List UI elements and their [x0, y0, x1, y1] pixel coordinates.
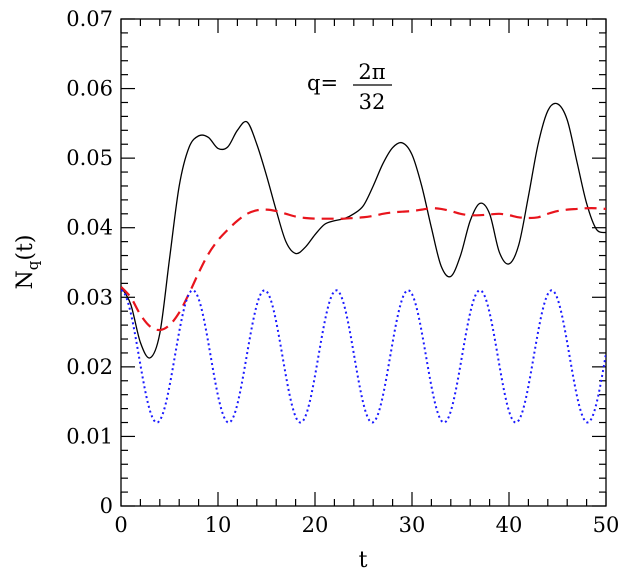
- y-tick-label: 0.04: [66, 216, 113, 240]
- series-dashed-line: [121, 207, 606, 332]
- y-tick-label: 0.01: [66, 424, 113, 448]
- series-group: [121, 102, 606, 424]
- y-tick-labels: 0 0.01 0.02 0.03 0.04 0.05 0.06 0.07: [66, 7, 113, 518]
- y-tick-label: 0.05: [66, 146, 113, 170]
- x-axis-title: t: [359, 548, 368, 573]
- y-axis-title-subscript: q: [24, 260, 42, 270]
- y-axis-title-tail: (t): [13, 235, 38, 261]
- annotation-denominator: 32: [359, 90, 386, 114]
- x-tick-label: 20: [302, 513, 329, 537]
- x-tick-label: 40: [496, 513, 523, 537]
- plot-frame: [120, 18, 607, 507]
- x-tick-label: 50: [593, 513, 620, 537]
- annotation-numerator: 2π: [358, 60, 385, 84]
- y-axis-title: Nq(t): [13, 235, 42, 290]
- y-tick-label: 0.06: [66, 77, 113, 101]
- x-tick-label: 30: [399, 513, 426, 537]
- y-tick-label: 0.02: [66, 355, 113, 379]
- series-solid-line: [121, 102, 606, 359]
- x-tick-label: 0: [114, 513, 127, 537]
- y-axis-title-main: N: [13, 270, 38, 289]
- annotation-lhs: q=: [307, 71, 338, 95]
- y-tick-label: 0.07: [66, 7, 113, 31]
- y-tick-label: 0: [100, 494, 113, 518]
- annotation-q: q= 2π 32: [307, 60, 392, 114]
- y-tick-label: 0.03: [66, 285, 113, 309]
- x-tick-labels: 0 10 20 30 40 50: [114, 513, 619, 537]
- series-dotted-line: [121, 289, 606, 424]
- x-tick-label: 10: [205, 513, 232, 537]
